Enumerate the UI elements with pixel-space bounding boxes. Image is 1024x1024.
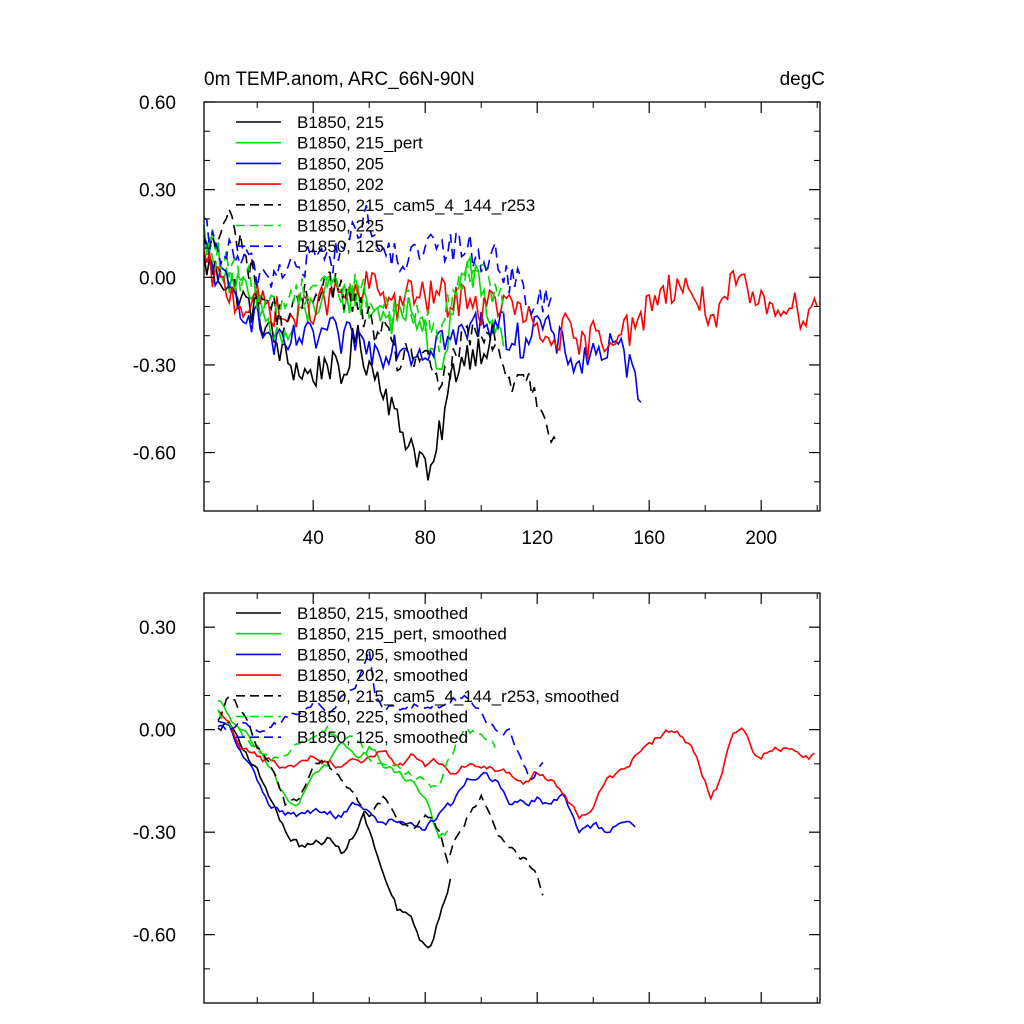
series-line (203, 207, 558, 444)
y-tick-label: 0.60 (139, 93, 176, 114)
y-tick-label: -0.30 (133, 823, 176, 844)
series-line (217, 720, 636, 835)
legend-label: B1850, 125, smoothed (297, 728, 468, 747)
legend-label: B1850, 225, smoothed (297, 708, 468, 727)
series-line (203, 237, 642, 403)
series-line (203, 255, 496, 481)
legend-label: B1850, 215_cam5_4_144_r253 (297, 196, 535, 215)
legend-label: B1850, 215_pert (297, 134, 423, 153)
x-tick-label: 200 (745, 528, 777, 549)
series-line (217, 709, 496, 789)
y-tick-label: -0.60 (133, 926, 176, 947)
legend: B1850, 215, smoothed B1850, 215_pert, smo… (236, 604, 619, 747)
legend-label: B1850, 205 (297, 154, 384, 173)
series-line (217, 709, 815, 820)
legend-label: B1850, 215, smoothed (297, 604, 468, 623)
legend-label: B1850, 202 (297, 175, 384, 194)
legend-label: B1850, 225 (297, 217, 384, 236)
chart-title: 0m TEMP.anom, ARC_66N-90N (204, 69, 475, 90)
series-line (203, 228, 505, 353)
y-tick-label: -0.30 (133, 356, 176, 377)
legend-label: B1850, 215 (297, 113, 384, 132)
legend-label: B1850, 205, smoothed (297, 645, 468, 664)
y-tick-label: 0.30 (139, 181, 176, 202)
x-tick-label: 120 (521, 528, 553, 549)
units-label: degC (780, 69, 825, 90)
y-tick-label: 0.00 (139, 268, 176, 289)
legend-label: B1850, 125 (297, 237, 384, 256)
x-tick-label: 160 (633, 528, 665, 549)
legend-label: B1850, 215_pert, smoothed (297, 625, 507, 644)
legend-label: B1850, 215_cam5_4_144_r253, smoothed (297, 687, 619, 706)
x-tick-label: 80 (415, 528, 436, 549)
series-line (217, 695, 544, 896)
legend-label: B1850, 202, smoothed (297, 666, 468, 685)
series-line (217, 721, 452, 949)
y-tick-label: -0.60 (133, 444, 176, 465)
y-tick-label: 0.30 (139, 618, 176, 639)
series-line (203, 204, 552, 316)
series-line (217, 649, 544, 781)
top-panel: 40 80 120 160 200 0.60 0.30 0.00 -0.30 -0.60 B1850… (133, 93, 821, 549)
x-tick-label: 40 (303, 528, 324, 549)
y-tick-label: 0.00 (139, 721, 176, 742)
